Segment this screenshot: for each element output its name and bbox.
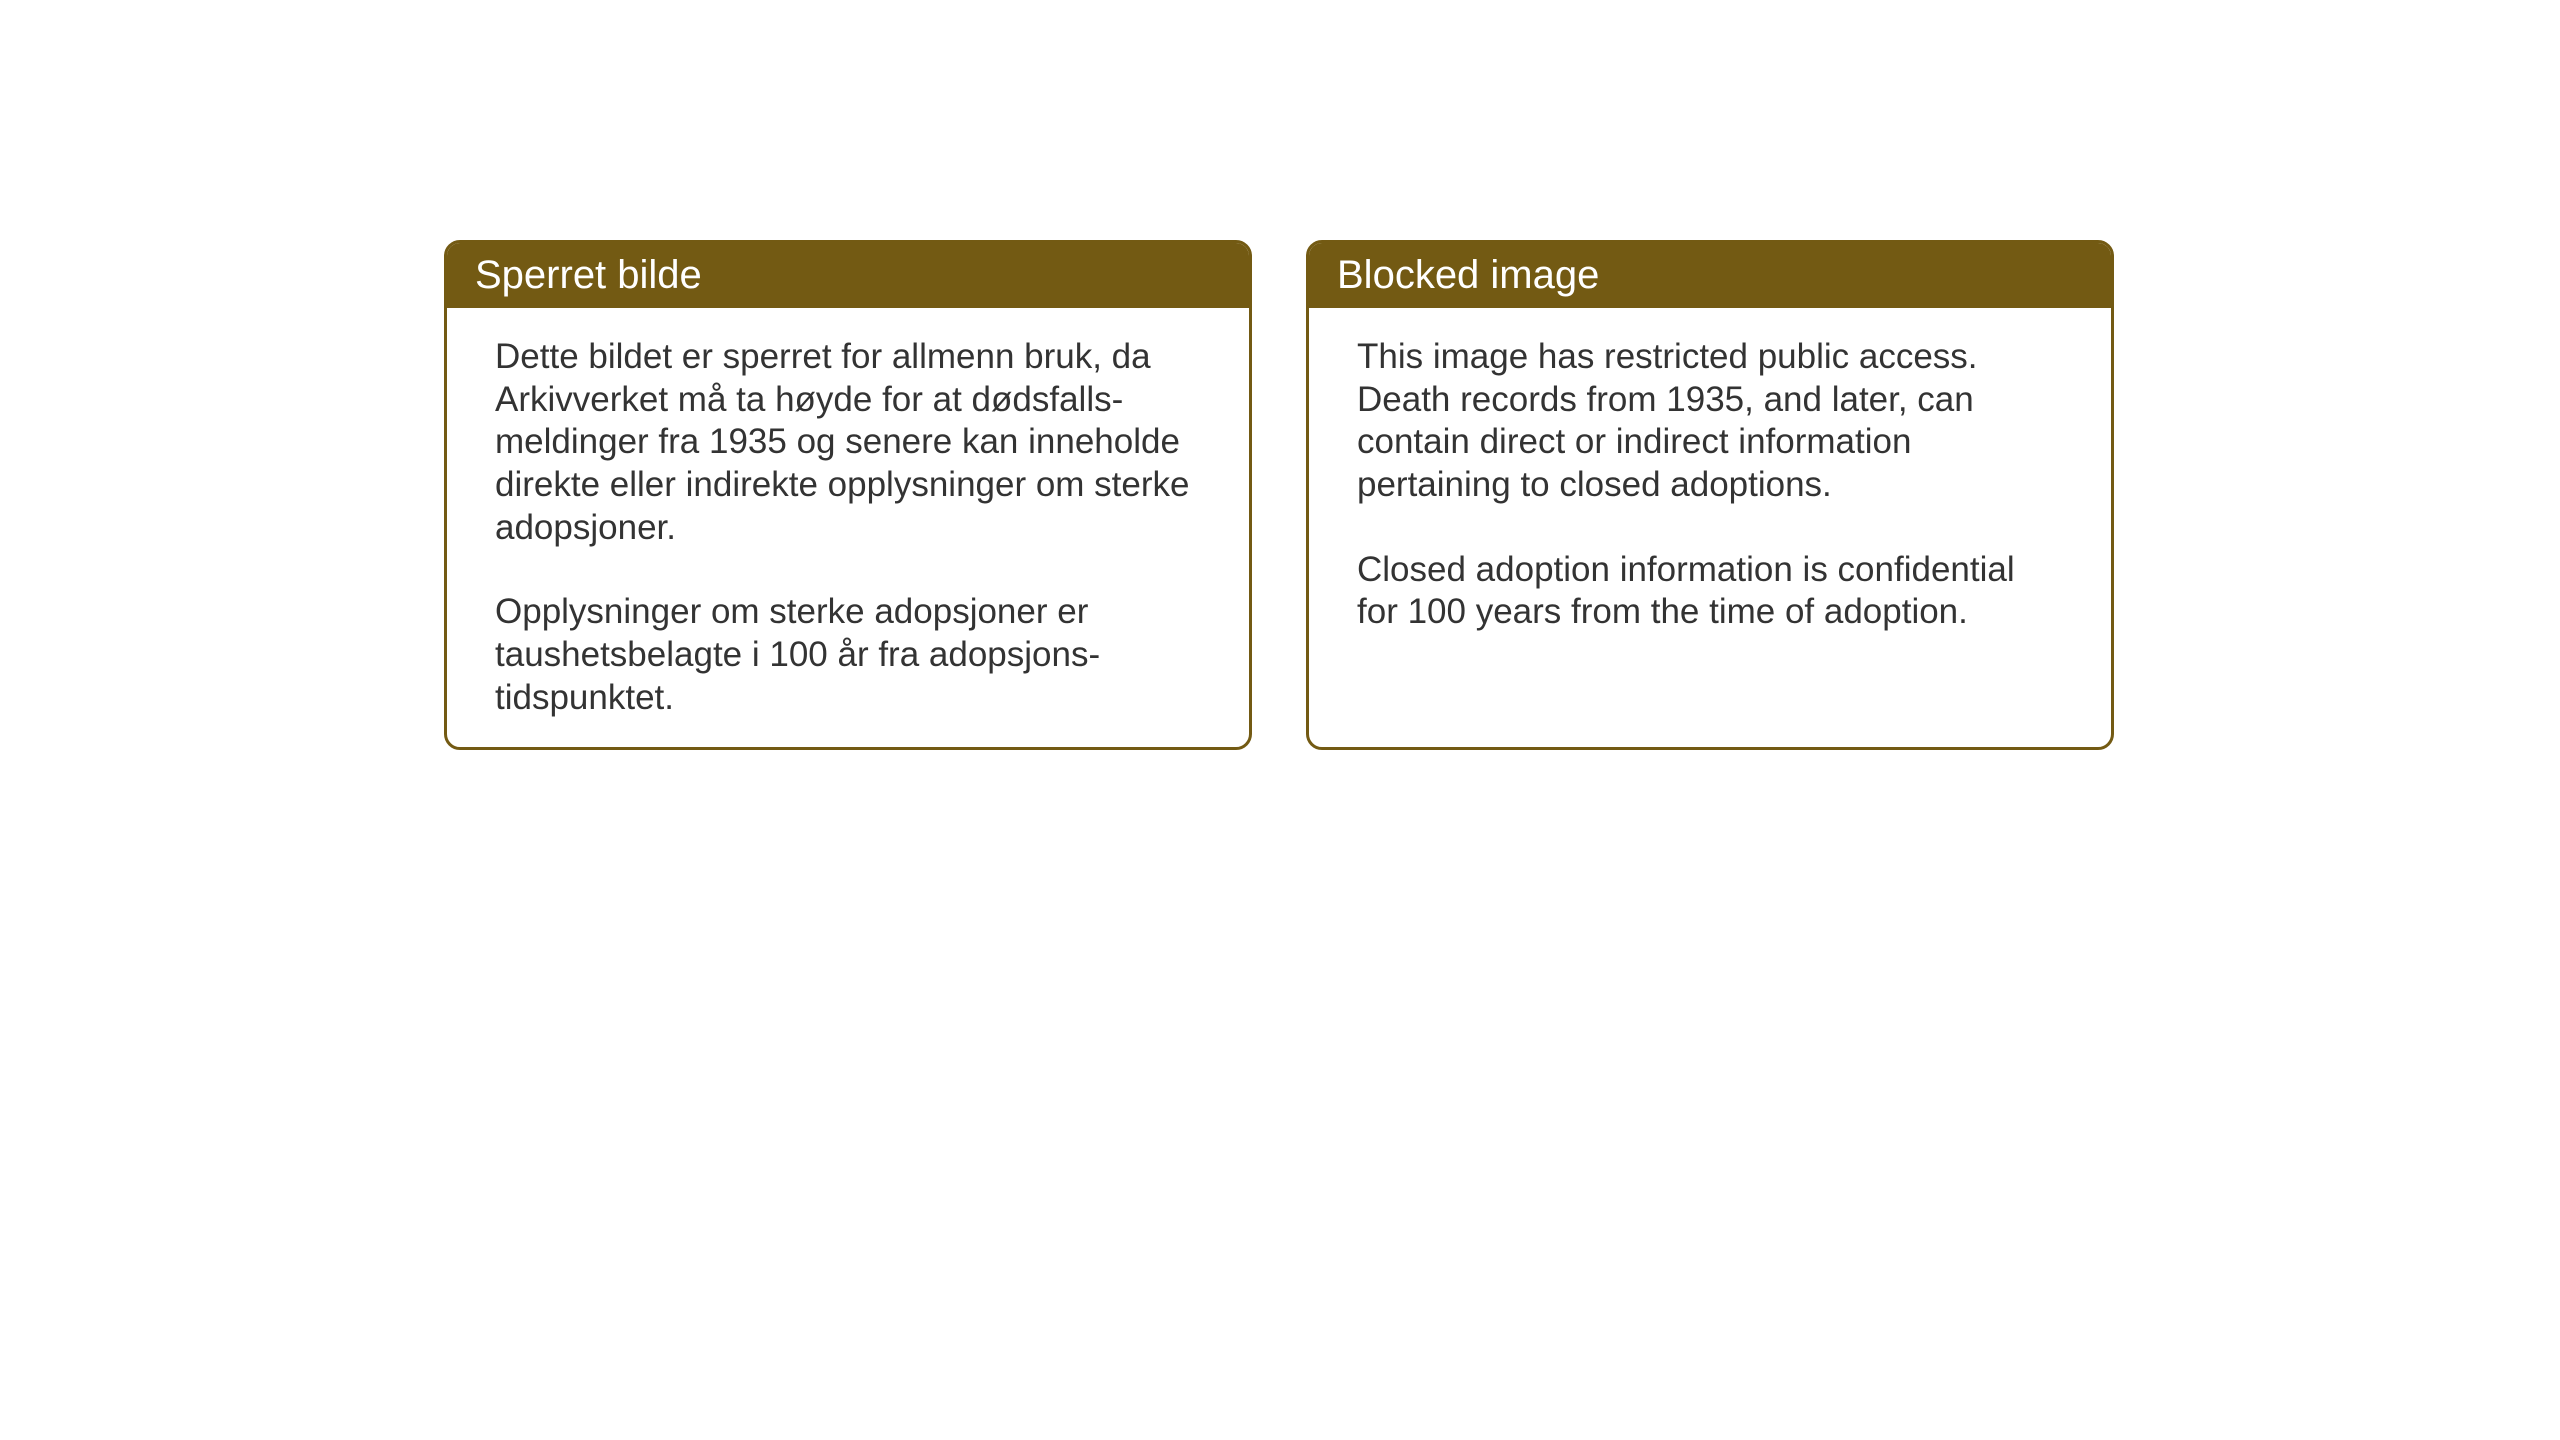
- notice-card-norwegian: Sperret bilde Dette bildet er sperret fo…: [444, 240, 1252, 750]
- notice-body-norwegian: Dette bildet er sperret for allmenn bruk…: [447, 308, 1249, 748]
- notice-paragraph-1-norwegian: Dette bildet er sperret for allmenn bruk…: [495, 336, 1201, 549]
- notice-header-norwegian: Sperret bilde: [447, 243, 1249, 308]
- notice-card-english: Blocked image This image has restricted …: [1306, 240, 2114, 750]
- notice-title-norwegian: Sperret bilde: [475, 253, 702, 297]
- notice-cards-container: Sperret bilde Dette bildet er sperret fo…: [444, 240, 2114, 750]
- notice-title-english: Blocked image: [1337, 253, 1599, 297]
- notice-paragraph-2-english: Closed adoption information is confident…: [1357, 549, 2063, 634]
- notice-paragraph-1-english: This image has restricted public access.…: [1357, 336, 2063, 507]
- notice-paragraph-2-norwegian: Opplysninger om sterke adopsjoner er tau…: [495, 591, 1201, 719]
- notice-header-english: Blocked image: [1309, 243, 2111, 308]
- notice-body-english: This image has restricted public access.…: [1309, 308, 2111, 662]
